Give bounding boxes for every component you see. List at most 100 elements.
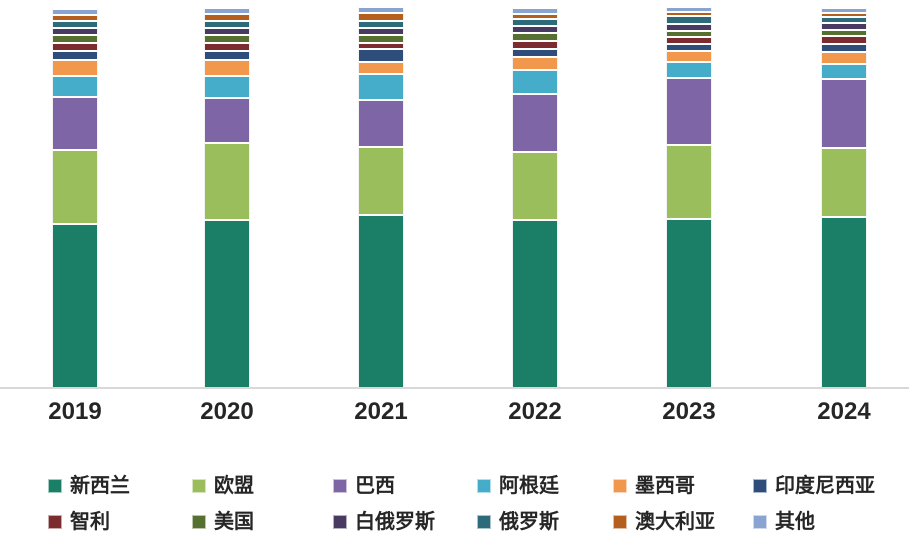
x-tick-label-2021: 2021	[354, 398, 408, 425]
legend-item-澳大利亚: 澳大利亚	[613, 509, 753, 535]
legend-item-俄罗斯: 俄罗斯	[477, 509, 613, 535]
bar-segment-白俄罗斯-2020	[204, 26, 250, 34]
legend-item-其他: 其他	[753, 509, 905, 535]
x-axis: 2019 2020 2021 2022 2023 2024	[0, 398, 909, 430]
bar-segment-智利-2024	[821, 35, 867, 44]
stacked-bar-2024	[821, 7, 867, 387]
bar-segment-墨西哥-2020	[204, 58, 250, 75]
legend-swatch-icon	[48, 479, 62, 493]
legend-swatch-icon	[477, 515, 491, 529]
x-tick-label-2023: 2023	[662, 398, 716, 425]
legend-swatch-icon	[613, 515, 627, 529]
bar-segment-智利-2023	[666, 35, 712, 44]
legend-item-新西兰: 新西兰	[48, 473, 192, 499]
bar-segment-阿根廷-2024	[821, 62, 867, 79]
legend-item-美国: 美国	[192, 509, 333, 535]
bar-segment-美国-2020	[204, 33, 250, 42]
x-tick-label-2019: 2019	[48, 398, 102, 425]
legend-label: 澳大利亚	[635, 511, 715, 533]
bar-segment-澳大利亚-2023	[666, 11, 712, 16]
bar-segment-澳大利亚-2021	[358, 12, 404, 20]
bar-segment-其他-2021	[358, 6, 404, 13]
bar-segment-欧盟-2019	[52, 148, 98, 223]
bar-segment-白俄罗斯-2024	[821, 22, 867, 30]
bar-segment-巴西-2023	[666, 77, 712, 144]
bar-segment-印度尼西亚-2021	[358, 48, 404, 61]
legend-swatch-icon	[333, 479, 347, 493]
legend-label: 巴西	[355, 475, 395, 497]
legend-label: 其他	[775, 511, 815, 533]
bar-segment-俄罗斯-2022	[512, 18, 558, 26]
bar-segment-美国-2021	[358, 33, 404, 42]
bar-segment-澳大利亚-2022	[512, 13, 558, 19]
legend-label: 印度尼西亚	[775, 475, 875, 497]
bar-segment-其他-2024	[821, 7, 867, 12]
bar-segment-白俄罗斯-2021	[358, 26, 404, 34]
bar-segment-巴西-2019	[52, 96, 98, 149]
legend-label: 白俄罗斯	[355, 511, 435, 533]
bar-segment-智利-2020	[204, 41, 250, 50]
bar-segment-智利-2021	[358, 41, 404, 49]
bar-segment-新西兰-2019	[52, 222, 98, 387]
x-tick-label-2024: 2024	[817, 398, 871, 425]
bar-segment-墨西哥-2024	[821, 50, 867, 63]
bar-segment-俄罗斯-2019	[52, 20, 98, 28]
bar-segment-新西兰-2021	[358, 214, 404, 387]
bar-segment-巴西-2024	[821, 78, 867, 147]
legend-item-印度尼西亚: 印度尼西亚	[753, 473, 905, 499]
stacked-bar-2020	[204, 7, 250, 387]
bar-segment-澳大利亚-2020	[204, 13, 250, 20]
bar-segment-墨西哥-2022	[512, 55, 558, 69]
bar-segment-欧盟-2023	[666, 143, 712, 218]
bar-segment-巴西-2021	[358, 99, 404, 146]
legend-swatch-icon	[192, 479, 206, 493]
legend-swatch-icon	[753, 515, 767, 529]
bar-segment-新西兰-2022	[512, 219, 558, 387]
legend-item-巴西: 巴西	[333, 473, 477, 499]
stacked-bar-2019	[52, 7, 98, 387]
legend-label: 欧盟	[214, 475, 254, 497]
bar-segment-墨西哥-2021	[358, 60, 404, 74]
bar-segment-墨西哥-2019	[52, 58, 98, 76]
legend: 新西兰 欧盟 巴西 阿根廷 墨西哥 印度尼西亚 智利 美国 白俄罗斯 俄罗斯 澳大利亚 其他	[48, 473, 905, 535]
bar-segment-巴西-2022	[512, 92, 558, 151]
bar-segment-美国-2024	[821, 29, 867, 36]
bar-segment-墨西哥-2023	[666, 50, 712, 62]
legend-swatch-icon	[753, 479, 767, 493]
legend-label: 俄罗斯	[499, 511, 559, 533]
stacked-bar-2022	[512, 7, 558, 387]
bar-segment-印度尼西亚-2019	[52, 50, 98, 59]
x-tick-label-2022: 2022	[508, 398, 562, 425]
bar-segment-澳大利亚-2024	[821, 11, 867, 17]
legend-label: 新西兰	[70, 475, 130, 497]
legend-item-智利: 智利	[48, 509, 192, 535]
bar-segment-印度尼西亚-2020	[204, 49, 250, 59]
legend-label: 美国	[214, 511, 254, 533]
legend-item-白俄罗斯: 白俄罗斯	[333, 509, 477, 535]
legend-label: 墨西哥	[635, 475, 695, 497]
stacked-bar-2021	[358, 6, 404, 387]
bar-segment-俄罗斯-2021	[358, 19, 404, 27]
bar-segment-新西兰-2020	[204, 219, 250, 387]
bar-segment-印度尼西亚-2024	[821, 43, 867, 51]
legend-label: 智利	[70, 511, 110, 533]
bar-segment-欧盟-2024	[821, 146, 867, 216]
bar-segment-澳大利亚-2019	[52, 13, 98, 21]
bar-segment-巴西-2020	[204, 97, 250, 143]
legend-swatch-icon	[333, 515, 347, 529]
bar-segment-智利-2019	[52, 42, 98, 51]
stacked-bar-2023	[666, 6, 712, 387]
bar-segment-俄罗斯-2023	[666, 15, 712, 23]
bar-segment-其他-2022	[512, 7, 558, 14]
bar-segment-白俄罗斯-2023	[666, 22, 712, 30]
bar-segment-其他-2023	[666, 6, 712, 12]
bar-segment-阿根廷-2022	[512, 68, 558, 93]
bar-segment-美国-2019	[52, 34, 98, 43]
bar-segment-欧盟-2020	[204, 142, 250, 219]
bar-segment-欧盟-2021	[358, 145, 404, 215]
bar-segment-白俄罗斯-2022	[512, 25, 558, 33]
bar-segment-其他-2019	[52, 7, 98, 14]
legend-item-墨西哥: 墨西哥	[613, 473, 753, 499]
bar-segment-智利-2022	[512, 40, 558, 48]
